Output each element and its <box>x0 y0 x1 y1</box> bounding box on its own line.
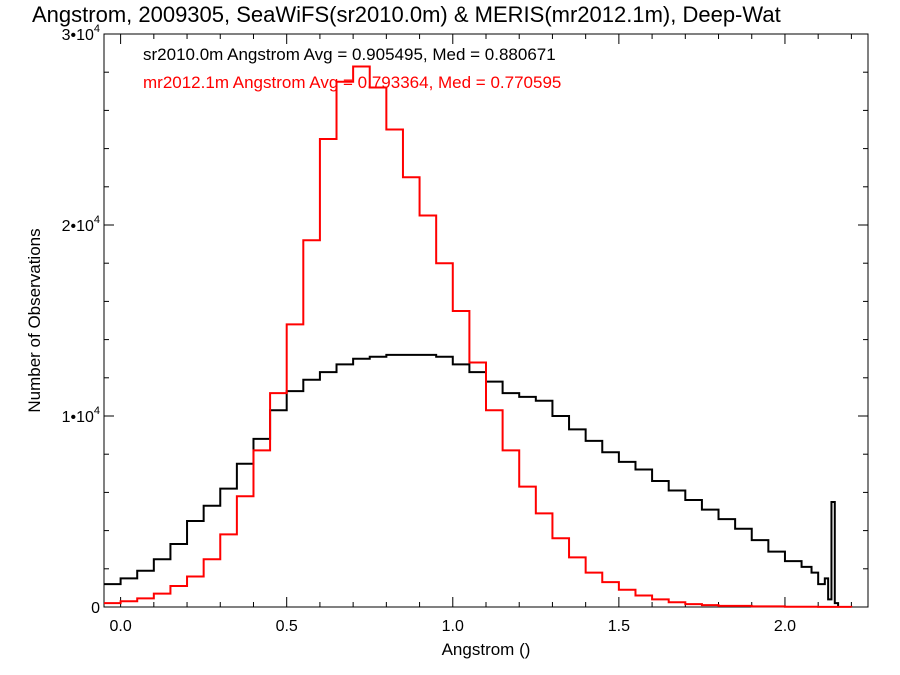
x-tick-label: 0.5 <box>276 618 298 635</box>
x-axis-label: Angstrom () <box>442 640 531 659</box>
y-tick-label: 2•104 <box>62 214 100 235</box>
plot-frame <box>103 33 869 608</box>
x-tick-label: 1.5 <box>608 618 630 635</box>
stats-annotation-1: sr2010.0m Angstrom Avg = 0.905495, Med =… <box>143 45 556 64</box>
series-line-2 <box>104 65 853 608</box>
x-tick-label: 2.0 <box>774 618 796 635</box>
series-line-1 <box>104 353 840 607</box>
stats-annotation-2: mr2012.1m Angstrom Avg = 0.793364, Med =… <box>143 73 561 92</box>
y-tick-label: 0 <box>91 600 100 617</box>
x-tick-label: 0.0 <box>109 618 131 635</box>
chart-title: Angstrom, 2009305, SeaWiFS(sr2010.0m) & … <box>32 2 781 27</box>
y-tick-label: 3•104 <box>62 23 100 44</box>
y-tick-label: 1•104 <box>62 405 100 426</box>
y-axis-label: Number of Observations <box>25 228 44 412</box>
x-tick-label: 1.0 <box>442 618 464 635</box>
